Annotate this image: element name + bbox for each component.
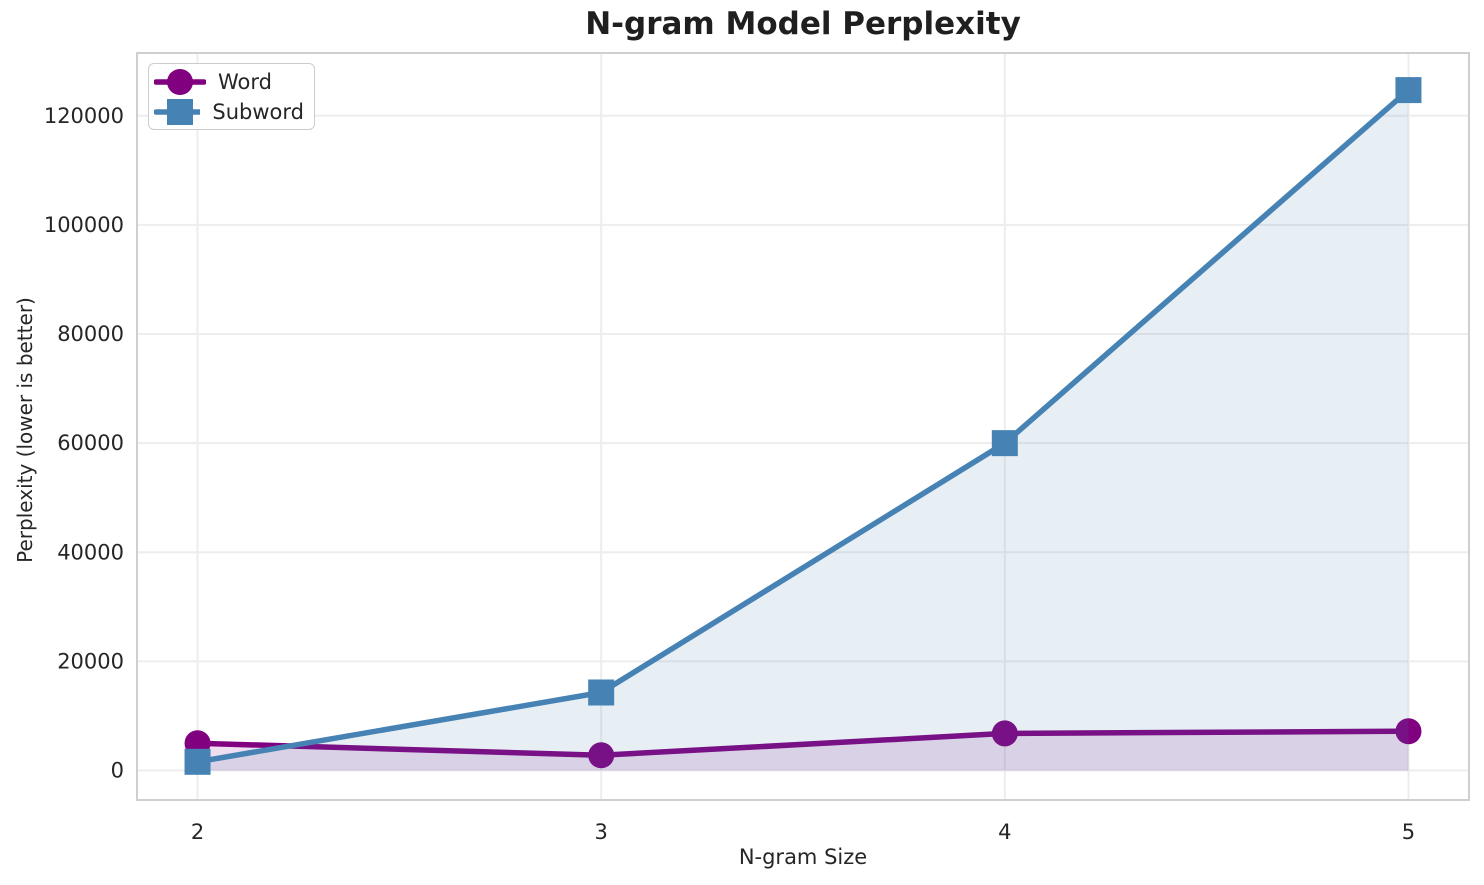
x-axis-label: N-gram Size — [738, 845, 868, 869]
x-tick-label: 3 — [594, 820, 607, 844]
y-tick-label: 40000 — [57, 540, 124, 564]
series-word-marker — [588, 742, 615, 769]
legend-label: Subword — [212, 100, 304, 124]
series-subword-marker — [588, 679, 615, 706]
series-subword-area — [197, 90, 1409, 771]
series-word-area — [197, 731, 1409, 771]
y-tick-label: 80000 — [57, 322, 124, 346]
y-tick-label: 120000 — [44, 104, 124, 128]
x-tick-label: 5 — [1402, 820, 1415, 844]
x-tick-label: 4 — [998, 820, 1011, 844]
series-subword-marker — [184, 748, 211, 775]
series-word-marker — [1395, 718, 1422, 745]
y-tick-label: 60000 — [57, 431, 124, 455]
series-word-marker — [991, 720, 1018, 747]
chart-title: N-gram Model Perplexity — [585, 6, 1021, 42]
series-word-line — [194, 728, 1412, 759]
legend-item-subword: Subword — [154, 97, 304, 127]
y-tick-label: 100000 — [44, 213, 124, 237]
y-tick-label: 0 — [111, 759, 124, 783]
legend-item-word: Word — [154, 67, 304, 97]
legend: Word Subword — [148, 63, 315, 130]
series-subword-marker — [1395, 77, 1422, 104]
y-tick-label: 20000 — [57, 649, 124, 673]
x-tick-label: 2 — [191, 820, 204, 844]
axes-spines — [136, 52, 1470, 801]
legend-circle-marker-icon — [154, 69, 206, 95]
legend-square-marker-icon — [154, 99, 201, 125]
series-subword-marker — [991, 430, 1018, 457]
legend-label: Word — [218, 70, 272, 94]
series-subword-line — [194, 87, 1412, 765]
